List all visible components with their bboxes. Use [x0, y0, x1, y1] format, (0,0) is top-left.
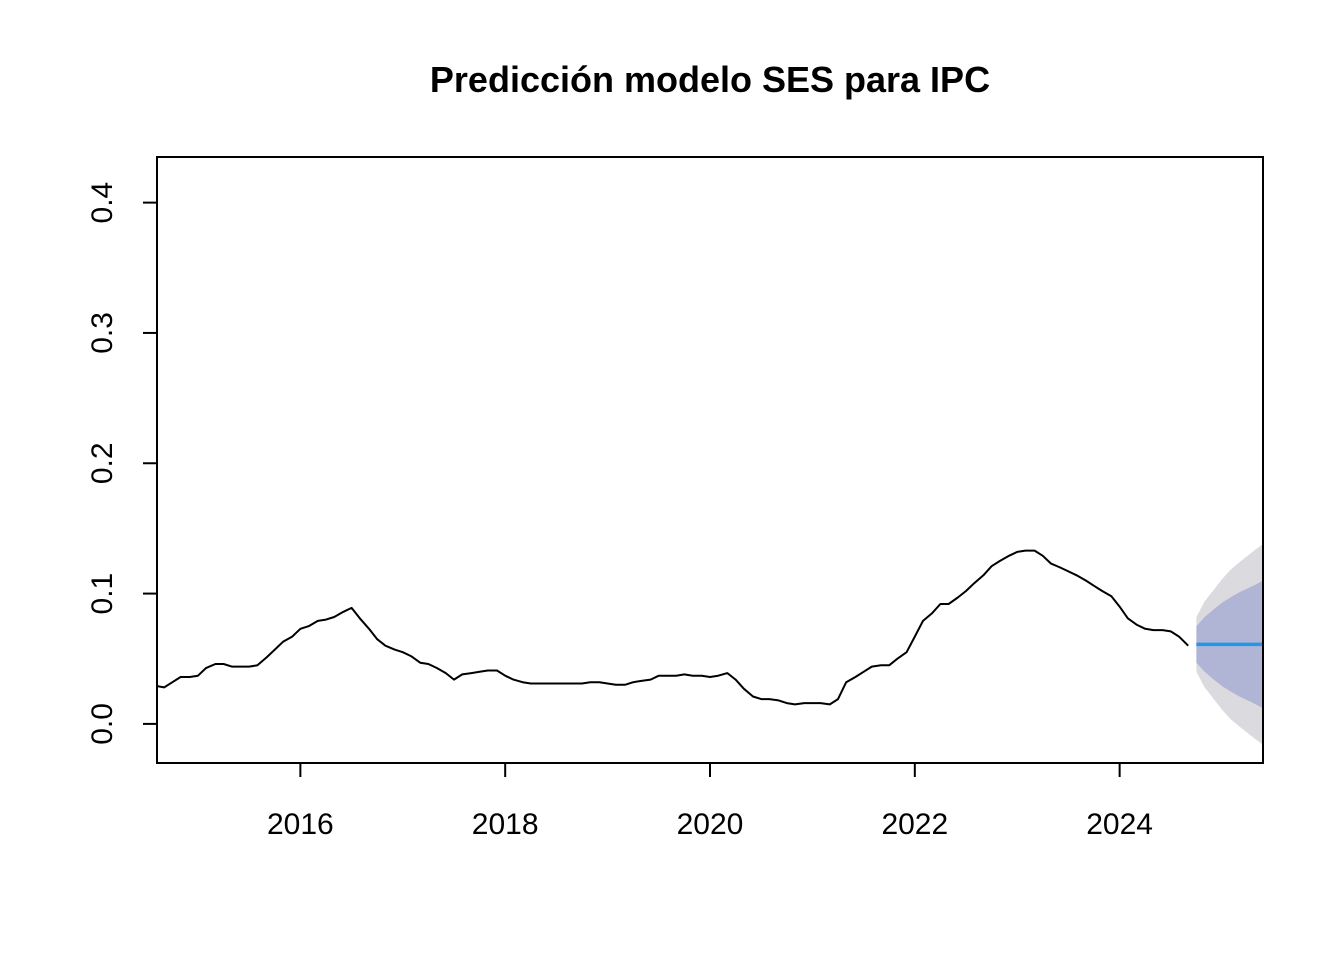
y-tick-label: 0.4: [86, 182, 119, 224]
y-axis: 0.0 0.1 0.2 0.3 0.4: [86, 182, 158, 745]
x-tick-label: 2016: [267, 808, 334, 841]
observed-line: [157, 549, 1189, 706]
y-tick-label: 0.2: [86, 442, 119, 484]
x-tick-label: 2024: [1086, 808, 1153, 841]
chart-title: Predicción modelo SES para IPC: [430, 59, 990, 100]
x-axis: 2016 2018 2020 2022 2024: [267, 762, 1153, 841]
plot-frame: [156, 156, 1264, 764]
y-tick-label: 0.3: [86, 312, 119, 354]
x-tick-label: 2022: [881, 808, 948, 841]
y-tick-label: 0.1: [86, 573, 119, 615]
y-tick-label: 0.0: [86, 703, 119, 745]
x-tick-label: 2020: [677, 808, 744, 841]
series-lines: [157, 549, 1263, 706]
x-tick-label: 2018: [472, 808, 539, 841]
